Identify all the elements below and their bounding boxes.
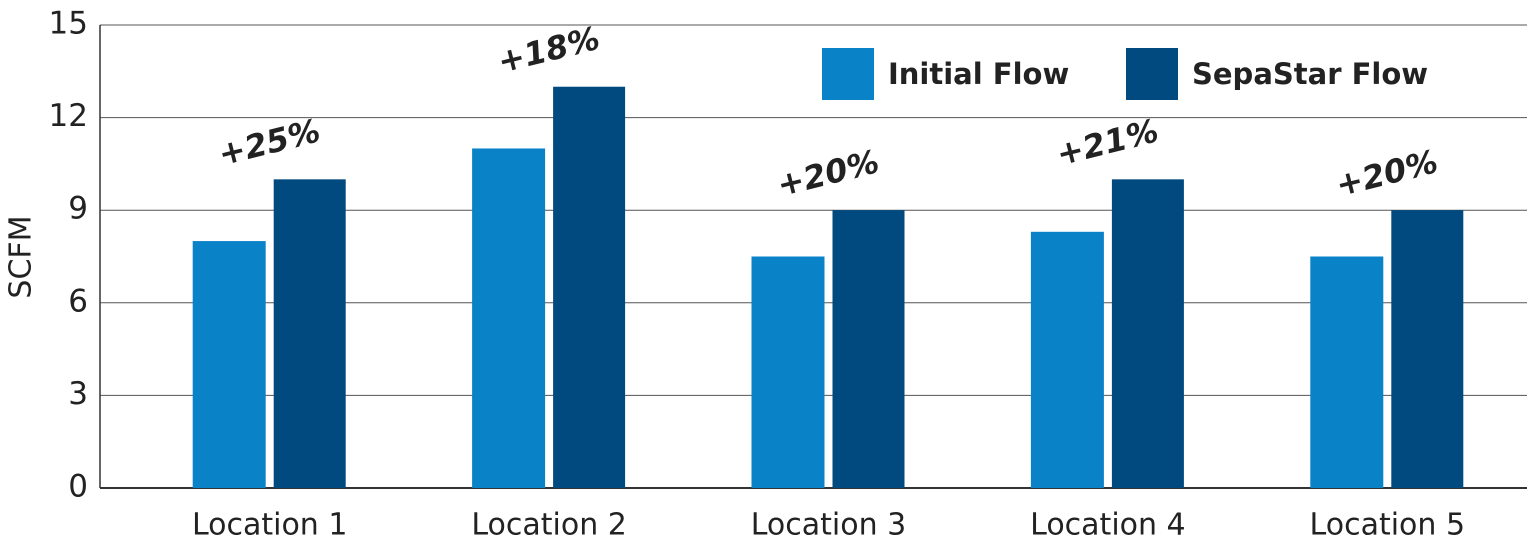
y-tick-label: 12	[49, 98, 88, 134]
y-axis-label: SCFM	[4, 215, 39, 298]
annotation: +25%	[214, 111, 324, 173]
y-tick-label: 9	[68, 191, 88, 227]
bar	[472, 148, 546, 488]
legend-swatch	[1126, 48, 1178, 100]
y-tick-label: 6	[68, 283, 88, 319]
y-tick-label: 0	[68, 469, 88, 505]
bar	[553, 86, 626, 488]
annotation: +18%	[494, 19, 604, 81]
y-tick-label: 3	[68, 376, 88, 412]
annotation: +20%	[773, 142, 883, 204]
bar	[832, 210, 905, 488]
x-tick-label: Location 2	[471, 508, 627, 543]
x-tick-label: Location 4	[1030, 508, 1186, 543]
legend-swatch	[822, 48, 874, 100]
bar	[1111, 179, 1184, 489]
bar	[1391, 210, 1464, 488]
bar	[192, 241, 266, 488]
bar	[1030, 231, 1104, 488]
bar	[1310, 256, 1384, 488]
y-tick-label: 15	[49, 6, 88, 42]
x-tick-label: Location 5	[1310, 508, 1466, 543]
legend-label: SepaStar Flow	[1192, 57, 1428, 91]
x-tick-label: Location 1	[192, 508, 348, 543]
legend-label: Initial Flow	[888, 57, 1069, 91]
bar	[751, 256, 825, 488]
annotation: +20%	[1332, 142, 1442, 204]
x-tick-label: Location 3	[751, 508, 907, 543]
bar	[273, 179, 346, 489]
annotation: +21%	[1053, 111, 1163, 173]
